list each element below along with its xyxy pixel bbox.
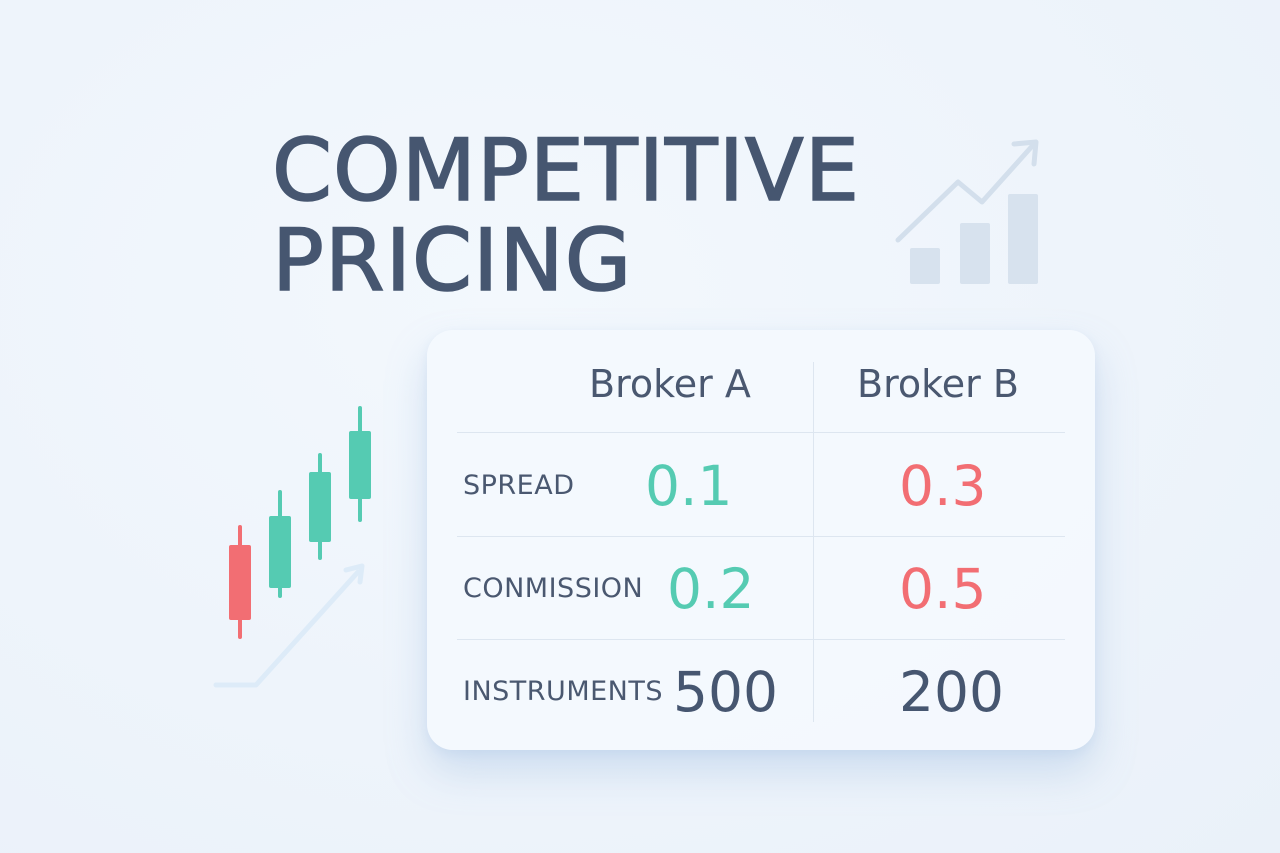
spread-broker-b-value: 0.3 bbox=[899, 454, 987, 518]
header-broker-b: Broker B bbox=[857, 362, 1019, 406]
row-label-spread: SPREAD bbox=[463, 470, 575, 501]
page-title-line-2: PRICING bbox=[271, 211, 633, 311]
commission-broker-b-value: 0.5 bbox=[899, 557, 987, 621]
row-divider bbox=[457, 639, 1065, 640]
growth-chart-icon bbox=[895, 139, 1039, 284]
instruments-broker-a-value: 500 bbox=[673, 660, 778, 724]
candlestick-chart-icon bbox=[213, 406, 371, 688]
page-title: COMPETITIVE PRICING bbox=[271, 121, 861, 311]
row-divider bbox=[457, 432, 1065, 433]
commission-broker-a-value: 0.2 bbox=[667, 557, 755, 621]
page-title-line-1: COMPETITIVE bbox=[271, 121, 861, 221]
spread-broker-a-value: 0.1 bbox=[645, 454, 733, 518]
pricing-comparison-card: Broker A Broker B SPREAD 0.1 0.3 CONMISS… bbox=[427, 330, 1095, 750]
column-divider bbox=[813, 362, 814, 722]
row-label-commission: CONMISSION bbox=[463, 573, 644, 604]
instruments-broker-b-value: 200 bbox=[899, 660, 1004, 724]
row-divider bbox=[457, 536, 1065, 537]
row-label-instruments: INSTRUMENTS bbox=[463, 676, 663, 707]
header-broker-a: Broker A bbox=[589, 362, 751, 406]
